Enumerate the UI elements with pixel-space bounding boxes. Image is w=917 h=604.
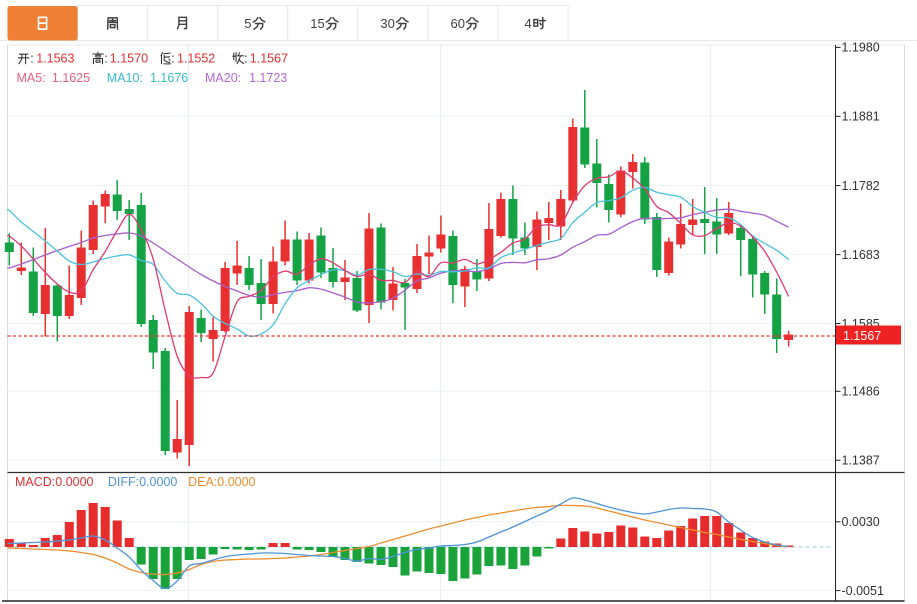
svg-text:MA20:: MA20:	[205, 71, 241, 85]
svg-text:1.1881: 1.1881	[842, 110, 880, 124]
svg-text::: :	[104, 51, 107, 65]
svg-text:1.1387: 1.1387	[842, 454, 880, 468]
svg-text:1.1782: 1.1782	[842, 179, 880, 193]
svg-text:1.1567: 1.1567	[250, 51, 288, 65]
svg-text:MACD:0.0000: MACD:0.0000	[15, 475, 94, 489]
svg-text:DEA:0.0000: DEA:0.0000	[188, 475, 255, 489]
svg-text:MA5:: MA5:	[17, 71, 46, 85]
svg-text:30: 30	[380, 16, 394, 31]
svg-text:1.1552: 1.1552	[177, 51, 215, 65]
svg-text::: :	[244, 51, 247, 65]
svg-text:1.1683: 1.1683	[842, 248, 880, 262]
svg-text:1.1676: 1.1676	[150, 71, 188, 85]
svg-text:MA10:: MA10:	[107, 71, 143, 85]
svg-text::: :	[171, 51, 174, 65]
svg-text:0.0030: 0.0030	[842, 515, 880, 529]
svg-text::: :	[30, 51, 33, 65]
svg-text:1.1563: 1.1563	[36, 51, 74, 65]
svg-text:15: 15	[310, 16, 324, 31]
svg-text:1.1567: 1.1567	[843, 329, 881, 343]
svg-text:4: 4	[525, 16, 532, 31]
svg-text:1.1980: 1.1980	[842, 41, 880, 55]
svg-text:1.1723: 1.1723	[249, 71, 287, 85]
svg-text:1.1486: 1.1486	[842, 385, 880, 399]
svg-text:5: 5	[244, 16, 251, 31]
svg-text:-0.0051: -0.0051	[842, 584, 884, 598]
svg-text:60: 60	[451, 16, 465, 31]
svg-text:1.1570: 1.1570	[110, 51, 148, 65]
svg-text:1.1625: 1.1625	[52, 71, 90, 85]
svg-text:DIFF:0.0000: DIFF:0.0000	[108, 475, 178, 489]
